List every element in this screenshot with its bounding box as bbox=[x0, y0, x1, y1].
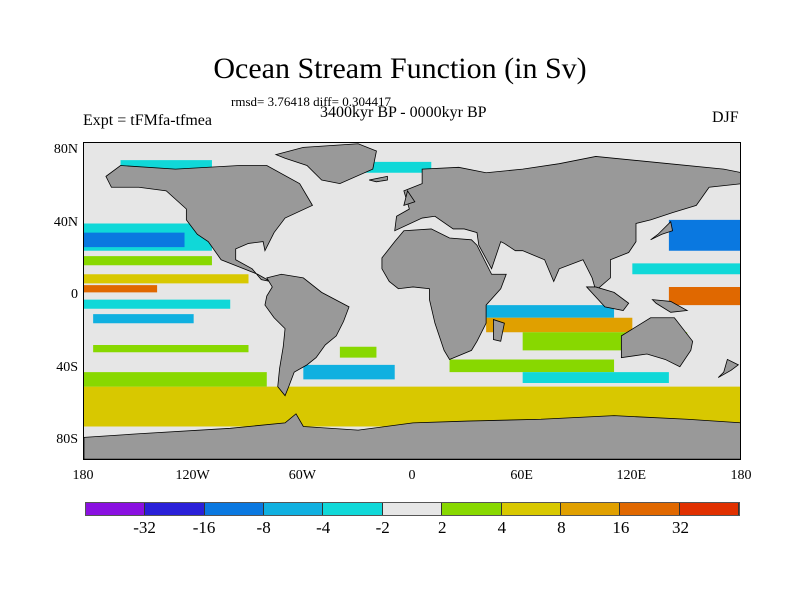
plot-title: Ocean Stream Function (in Sv) bbox=[213, 52, 587, 85]
negative-anomaly-band bbox=[486, 305, 615, 318]
negative-anomaly-band bbox=[632, 263, 740, 275]
colorbar-box bbox=[204, 503, 265, 515]
lon-label: 60W bbox=[288, 468, 316, 483]
positive-anomaly-band bbox=[339, 346, 377, 358]
antarctica bbox=[84, 413, 740, 459]
positive-anomaly-band bbox=[84, 386, 740, 427]
madagascar bbox=[493, 319, 505, 342]
colorbar-label: 2 bbox=[438, 518, 447, 537]
map-canvas bbox=[84, 143, 740, 459]
positive-anomaly-band bbox=[84, 285, 158, 293]
negative-anomaly-band bbox=[358, 161, 432, 173]
positive-anomaly-band bbox=[84, 256, 212, 266]
lon-label: 60E bbox=[510, 468, 533, 483]
season-label: DJF bbox=[712, 109, 739, 126]
colorbar-box bbox=[442, 503, 502, 515]
colorbar-box bbox=[323, 503, 383, 515]
colorbar-box bbox=[264, 503, 324, 515]
colorbar-label: -16 bbox=[192, 518, 216, 537]
positive-anomaly-band bbox=[93, 344, 249, 353]
eurasia bbox=[394, 156, 740, 292]
australia bbox=[620, 317, 694, 368]
positive-anomaly-band bbox=[84, 274, 249, 284]
colorbar-box bbox=[145, 503, 205, 515]
colorbar-box bbox=[382, 503, 443, 515]
lon-label: 120E bbox=[616, 468, 647, 483]
colorbar-label: -2 bbox=[375, 518, 390, 537]
colorbar-box bbox=[679, 503, 739, 515]
lon-label: 120W bbox=[175, 468, 210, 483]
colorbar-label: 16 bbox=[612, 518, 630, 537]
colorbar-box bbox=[620, 503, 680, 515]
colorbar-label: 8 bbox=[557, 518, 566, 537]
lat-label: 40S bbox=[56, 359, 78, 375]
negative-anomaly-band bbox=[84, 299, 231, 309]
africa bbox=[381, 228, 507, 360]
positive-anomaly-band bbox=[486, 317, 633, 333]
experiment-label: Expt = tFMfa-tfmea bbox=[83, 112, 212, 129]
great-britain bbox=[403, 189, 416, 206]
colorbar-label: -32 bbox=[133, 518, 156, 537]
lon-label: 0 bbox=[408, 468, 416, 483]
lon-label: 180 bbox=[730, 468, 752, 483]
lon-label: 180 bbox=[72, 468, 94, 483]
lat-label: 80S bbox=[56, 432, 78, 447]
new-guinea bbox=[651, 299, 689, 313]
colorbar bbox=[85, 502, 740, 516]
new-zealand bbox=[717, 358, 740, 378]
negative-anomaly-band bbox=[668, 219, 740, 251]
colorbar-label: 32 bbox=[671, 518, 689, 537]
colorbar-label: -4 bbox=[316, 518, 331, 537]
negative-anomaly-band bbox=[522, 372, 669, 383]
period-label: 3400kyr BP - 0000kyr BP bbox=[320, 104, 487, 121]
colorbar-label: -8 bbox=[256, 518, 271, 537]
positive-anomaly-band bbox=[449, 359, 615, 373]
world-map bbox=[83, 142, 741, 460]
lat-label: 40N bbox=[53, 214, 78, 230]
japan bbox=[650, 220, 674, 241]
negative-anomaly-band bbox=[303, 364, 395, 380]
south-america bbox=[264, 273, 350, 397]
north-america bbox=[105, 165, 314, 282]
lat-label: 80N bbox=[53, 142, 78, 157]
positive-anomaly-band bbox=[84, 372, 267, 387]
iceland bbox=[369, 175, 388, 183]
negative-anomaly-band bbox=[93, 314, 194, 324]
negative-anomaly-band bbox=[84, 232, 185, 248]
colorbar-box bbox=[86, 503, 146, 515]
colorbar-label: 4 bbox=[497, 518, 507, 537]
rmsd-label: rmsd= 3.76418 diff= 0.304417 bbox=[231, 94, 391, 109]
colorbar-box bbox=[501, 503, 561, 515]
greenland bbox=[274, 143, 377, 185]
positive-anomaly-band bbox=[668, 286, 740, 306]
indonesia bbox=[585, 286, 630, 311]
lat-label: 0 bbox=[71, 287, 78, 302]
colorbar-box bbox=[560, 503, 621, 515]
